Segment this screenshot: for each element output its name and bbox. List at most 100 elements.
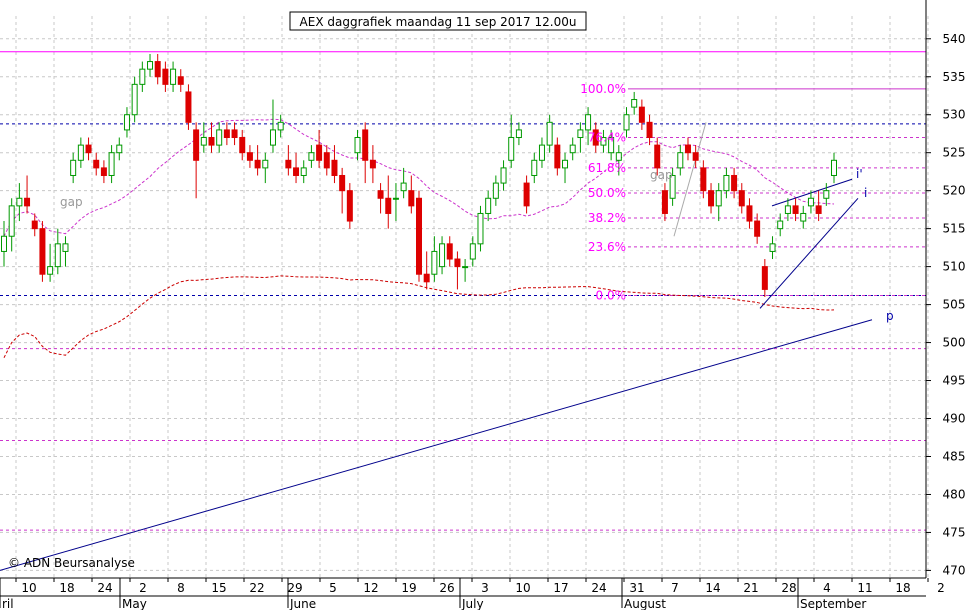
candle-body bbox=[85, 144, 92, 154]
candle-body bbox=[323, 152, 330, 169]
candle-body bbox=[300, 167, 307, 176]
candle-body bbox=[293, 167, 300, 176]
candle-body bbox=[316, 144, 323, 161]
candle-body bbox=[423, 273, 430, 283]
candle-body bbox=[147, 61, 154, 70]
x-tick-label: 19 bbox=[401, 581, 416, 595]
candle-body bbox=[285, 159, 292, 169]
x-tick-label: 3 bbox=[481, 581, 489, 595]
x-tick-label: 10 bbox=[515, 581, 530, 595]
candle-body bbox=[492, 182, 499, 199]
x-tick-label: 21 bbox=[743, 581, 758, 595]
candle-body bbox=[815, 205, 822, 214]
candle-body bbox=[623, 114, 630, 131]
x-tick-label: 10 bbox=[21, 581, 36, 595]
candle-body bbox=[62, 243, 69, 252]
candle-body bbox=[477, 212, 484, 245]
candle-body bbox=[454, 258, 461, 268]
candle-body bbox=[377, 190, 384, 199]
candle-body bbox=[400, 182, 407, 192]
candle-body bbox=[47, 266, 54, 275]
candle-body bbox=[108, 152, 115, 176]
x-tick-label: 24 bbox=[591, 581, 606, 595]
trend-line-p bbox=[0, 319, 873, 571]
candle-body bbox=[508, 137, 515, 161]
candle-body bbox=[631, 99, 638, 108]
candle-body bbox=[16, 197, 23, 207]
candle-body bbox=[208, 137, 215, 146]
candle-body bbox=[661, 190, 668, 214]
candle-body bbox=[546, 121, 553, 146]
candle-body bbox=[500, 167, 507, 184]
candle-body bbox=[515, 129, 522, 139]
grid bbox=[0, 16, 929, 578]
candle-body bbox=[1, 235, 7, 252]
candle-body bbox=[677, 152, 684, 169]
candle-body bbox=[39, 228, 46, 275]
chart-annotation: i' bbox=[856, 167, 863, 181]
candle-body bbox=[746, 205, 753, 222]
candle-body bbox=[831, 159, 837, 176]
candle-body bbox=[469, 243, 476, 260]
y-tick-label: 490 bbox=[943, 412, 966, 426]
candle-body bbox=[715, 190, 722, 207]
chart-title: AEX daggrafiek maandag 11 sep 2017 12.00… bbox=[300, 15, 577, 29]
candle-body bbox=[154, 61, 161, 78]
y-tick-label: 500 bbox=[943, 336, 966, 350]
fib-label: 61.8% bbox=[588, 161, 626, 175]
candle-body bbox=[761, 266, 768, 290]
y-tick-label: 540 bbox=[943, 32, 966, 46]
candle-body bbox=[70, 159, 77, 176]
candle-body bbox=[246, 152, 253, 161]
fib-label: 38.2% bbox=[588, 211, 626, 225]
x-tick-label: 29 bbox=[287, 581, 302, 595]
candle-body bbox=[792, 205, 799, 214]
candle-body bbox=[769, 243, 776, 252]
candle-body bbox=[269, 129, 276, 146]
month-label: June bbox=[289, 597, 316, 610]
candle-body bbox=[24, 197, 31, 207]
candle-body bbox=[116, 144, 123, 154]
fib-label: 23.6% bbox=[588, 240, 626, 254]
y-axis: 470 475 480 485 490 495 500 505 510 515 520 525 530 5… bbox=[925, 0, 966, 578]
candle-body bbox=[139, 68, 146, 85]
x-axis: 10 18 24 2 8 15 22 29 5 12 19 26 3 10 17 24 31 7 14 21 28 4 11… bbox=[0, 577, 945, 610]
candle-body bbox=[239, 137, 246, 154]
candle-body bbox=[723, 174, 730, 192]
candle-body bbox=[784, 205, 791, 214]
x-tick-label: 14 bbox=[705, 581, 720, 595]
month-label: May bbox=[122, 597, 147, 610]
candle-body bbox=[123, 114, 130, 131]
candle-body bbox=[100, 167, 107, 176]
candle-body bbox=[807, 197, 814, 207]
candle-body bbox=[354, 137, 361, 154]
candle-body bbox=[708, 190, 715, 207]
x-tick-label: 8 bbox=[177, 581, 185, 595]
candle-body bbox=[754, 220, 761, 237]
candle-body bbox=[362, 129, 369, 161]
horizontal-levels bbox=[0, 51, 926, 531]
candle-body bbox=[562, 159, 569, 169]
trend-lines bbox=[0, 122, 873, 571]
fib-label: 0.0% bbox=[596, 288, 627, 302]
x-tick-label: 7 bbox=[671, 581, 679, 595]
candle-body bbox=[777, 220, 784, 230]
annotations: gap gap i'i p bbox=[60, 167, 894, 323]
y-tick-label: 535 bbox=[943, 70, 966, 84]
x-tick-label: 18 bbox=[59, 581, 74, 595]
candle-body bbox=[638, 106, 645, 123]
x-tick-label: 5 bbox=[329, 581, 337, 595]
x-tick-label: 22 bbox=[249, 581, 264, 595]
candle-body bbox=[646, 121, 653, 139]
candle-body bbox=[77, 144, 84, 161]
month-label: July bbox=[461, 597, 484, 610]
x-tick-label: 18 bbox=[895, 581, 910, 595]
candle-body bbox=[431, 250, 438, 275]
candle-body bbox=[308, 152, 315, 161]
month-label: September bbox=[800, 597, 866, 610]
candle-body bbox=[608, 137, 615, 154]
candle-body bbox=[331, 159, 338, 176]
candle-body bbox=[262, 159, 269, 169]
candle-body bbox=[669, 174, 676, 199]
chart-annotation: p bbox=[886, 309, 894, 323]
